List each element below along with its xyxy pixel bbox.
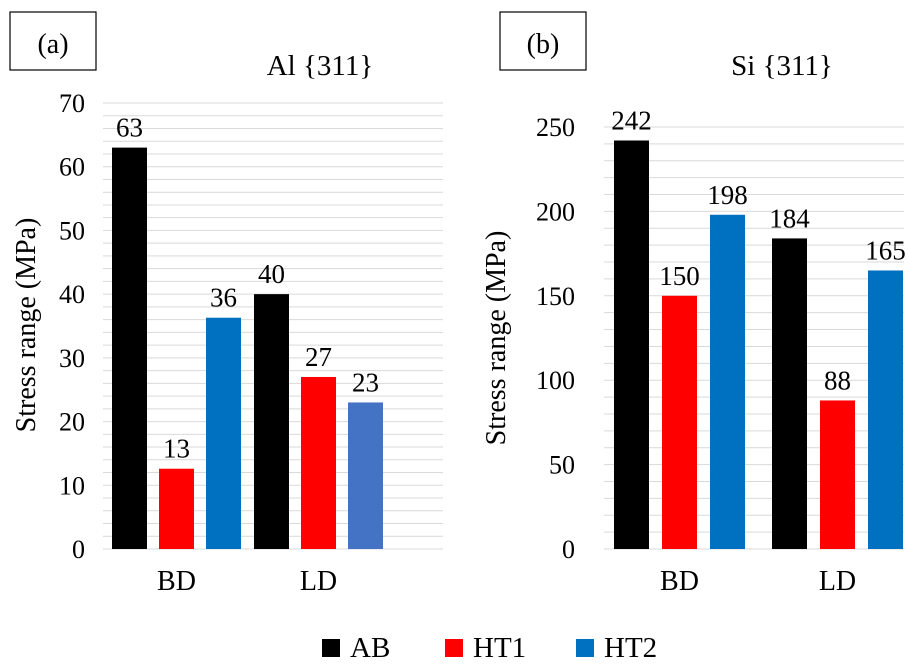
bar-ab-bd bbox=[112, 147, 147, 549]
legend-label: HT2 bbox=[604, 631, 658, 664]
panel-label: (b) bbox=[527, 29, 560, 60]
data-label: 150 bbox=[659, 261, 700, 291]
y-tick-label: 100 bbox=[536, 366, 575, 395]
data-label: 63 bbox=[116, 113, 143, 143]
y-tick-label: 200 bbox=[536, 197, 575, 226]
bar-ht2-ld bbox=[348, 402, 383, 549]
y-tick-label: 30 bbox=[59, 344, 85, 373]
data-label: 242 bbox=[611, 106, 652, 136]
chart-title: Al {311} bbox=[267, 50, 374, 82]
panel-label-box bbox=[499, 11, 587, 71]
x-category-label: BD bbox=[157, 566, 196, 597]
y-axis-label: Stress range (MPa) bbox=[11, 218, 42, 433]
panel-label: (a) bbox=[37, 29, 68, 60]
data-label: 198 bbox=[707, 180, 748, 210]
y-tick-label: 60 bbox=[59, 153, 85, 182]
panel-label-box bbox=[9, 11, 97, 71]
legend-item-ht2: HT2 bbox=[576, 628, 657, 668]
y-tick-label: 0 bbox=[562, 535, 575, 564]
x-category-label: LD bbox=[819, 566, 856, 597]
y-tick-label: 250 bbox=[536, 113, 575, 142]
legend-swatch bbox=[322, 639, 340, 657]
data-label: 88 bbox=[824, 365, 851, 395]
data-label: 27 bbox=[305, 342, 332, 372]
bar-ht1-bd bbox=[662, 295, 697, 549]
chart-title: Si {311} bbox=[731, 50, 833, 82]
y-tick-label: 150 bbox=[536, 282, 575, 311]
y-axis-label: Stress range (MPa) bbox=[481, 231, 512, 446]
y-tick-label: 50 bbox=[549, 451, 575, 480]
legend-swatch bbox=[445, 639, 463, 657]
bar-ab-ld bbox=[772, 238, 807, 549]
data-label: 23 bbox=[352, 367, 379, 397]
legend: AB HT1 HT2 bbox=[0, 628, 909, 668]
legend-label: HT1 bbox=[473, 631, 527, 664]
bar-ht2-bd bbox=[206, 317, 241, 549]
legend-swatch bbox=[576, 639, 594, 657]
bar-ht1-ld bbox=[820, 400, 855, 549]
bar-ht1-bd bbox=[159, 468, 194, 549]
y-tick-label: 70 bbox=[59, 89, 85, 118]
bar-ab-ld bbox=[254, 294, 289, 549]
figure: (a) Al {311} 0 10 20 30 40 50 60 70 Stress range (… bbox=[9, 11, 906, 597]
y-tick-label: 10 bbox=[59, 471, 85, 500]
data-label: 40 bbox=[258, 259, 285, 289]
x-category-label: BD bbox=[660, 566, 699, 597]
y-tick-label: 50 bbox=[59, 216, 85, 245]
y-tick-label: 20 bbox=[59, 408, 85, 437]
y-tick-label: 0 bbox=[72, 535, 85, 564]
bar-ht2-ld bbox=[868, 270, 903, 549]
bar-ht1-ld bbox=[301, 376, 336, 549]
y-tick-label: 40 bbox=[59, 280, 85, 309]
data-label: 13 bbox=[163, 434, 190, 464]
data-label: 184 bbox=[769, 203, 810, 233]
data-label: 36 bbox=[210, 283, 237, 313]
x-category-label: LD bbox=[300, 566, 337, 597]
bar-ht2-bd bbox=[710, 214, 745, 549]
data-label: 165 bbox=[865, 235, 906, 265]
legend-label: AB bbox=[350, 631, 391, 664]
legend-item-ab: AB bbox=[322, 628, 390, 668]
legend-item-ht1: HT1 bbox=[445, 628, 526, 668]
bar-ab-bd bbox=[614, 140, 649, 549]
